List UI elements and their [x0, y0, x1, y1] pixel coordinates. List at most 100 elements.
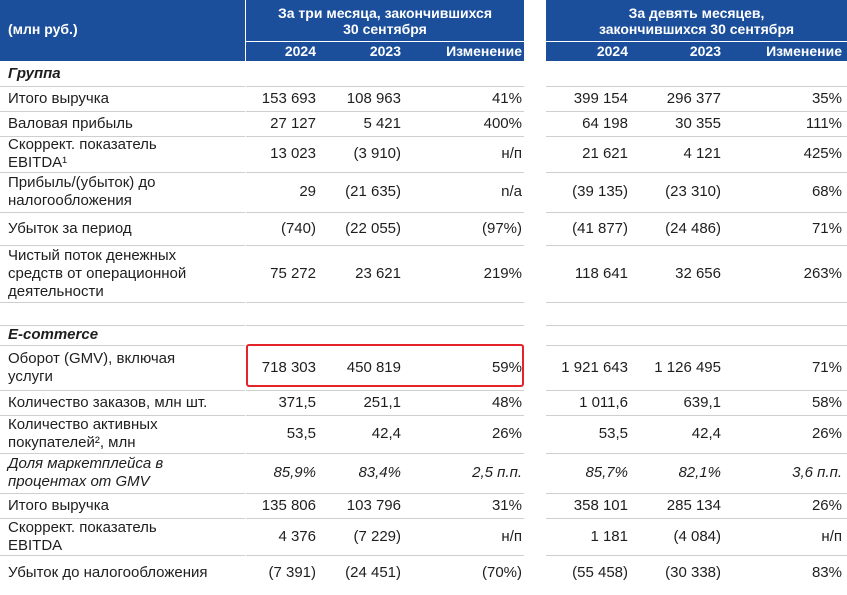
- value-cell: (7 391): [268, 563, 316, 581]
- text-line: Убыток до налогообложения: [8, 563, 208, 581]
- row-separator: [546, 518, 847, 519]
- text-block: Доля маркетплейса в процентах от GMV: [8, 455, 163, 491]
- value-cell: 425%: [803, 145, 842, 162]
- value-cell: 718 303: [261, 358, 316, 376]
- text-line: Доля маркетплейса в: [8, 455, 164, 472]
- value-cell: 85,9%: [273, 464, 316, 481]
- year-row: [546, 42, 847, 61]
- row-separator: [0, 212, 245, 213]
- row-separator: [0, 245, 245, 246]
- value-cell: 21 621: [582, 145, 628, 162]
- value-cell: 1 921 643: [561, 358, 628, 376]
- text-line: Итого выручка: [8, 496, 109, 514]
- value-cell: (97%): [481, 219, 522, 237]
- row-separator: [0, 415, 245, 416]
- row-separator: [246, 518, 524, 519]
- section-title: Группа: [8, 65, 61, 82]
- value-cell: н/п: [501, 527, 522, 545]
- text-line: закончившихся 30 сентября: [599, 21, 794, 37]
- text-block: Убыток до налогообложения: [8, 564, 208, 582]
- text-block: Убыток за период: [8, 220, 132, 238]
- column-header: 2024: [596, 43, 628, 59]
- value-cell: 1 126 495: [654, 358, 721, 376]
- value-cell: 103 796: [346, 496, 401, 514]
- row-separator: [546, 345, 847, 346]
- column-header: 2023: [369, 43, 401, 59]
- text-line: налогообложения: [8, 192, 132, 209]
- text-line: Скоррект. показатель: [8, 518, 157, 536]
- row-separator: [246, 136, 524, 137]
- text-line: Скоррект. показатель: [8, 136, 157, 153]
- value-cell: (23 310): [665, 183, 721, 200]
- row-separator: [246, 212, 524, 213]
- row-separator: [0, 111, 245, 112]
- value-cell: 59%: [491, 358, 522, 376]
- value-cell: 358 101: [573, 496, 628, 514]
- row-label: Итого выручка: [8, 493, 244, 518]
- value-cell: 83,4%: [358, 464, 401, 481]
- value-cell: 371,5: [278, 393, 316, 411]
- value-cell: 118 641: [574, 264, 628, 282]
- unit-header: (млн руб.): [0, 0, 245, 61]
- value-cell: н/п: [501, 145, 522, 162]
- value-cell: (24 451): [345, 563, 401, 581]
- text-block: Количество заказов, млн шт.: [8, 394, 207, 412]
- row-label: Скоррект. показатель EBITDA¹: [8, 136, 244, 172]
- text-line: процентах от GMV: [8, 473, 150, 490]
- text-block: Количество активных покупателей², млн: [8, 416, 158, 452]
- row-separator: [0, 390, 245, 391]
- row-label: Количество заказов, млн шт.: [8, 390, 244, 415]
- text-line: Чистый поток денежных: [8, 246, 177, 264]
- value-cell: 26%: [811, 496, 842, 514]
- value-cell: 42,4: [691, 425, 721, 442]
- row-separator: [0, 345, 245, 346]
- text-line: Количество заказов, млн шт.: [8, 393, 208, 411]
- text-block: Валовая прибыль: [8, 115, 133, 133]
- text-block: За девять месяцев, закончившихся 30 сентя…: [546, 5, 847, 37]
- value-cell: 251,1: [363, 393, 401, 411]
- row-separator: [0, 518, 245, 519]
- highlight-box: [246, 344, 524, 387]
- row-separator: [246, 415, 524, 416]
- value-cell: 26%: [491, 425, 522, 442]
- row-separator: [546, 325, 847, 326]
- row-separator: [0, 86, 245, 87]
- value-cell: 29: [299, 183, 316, 200]
- value-cell: 48%: [491, 393, 522, 411]
- value-cell: 399 154: [573, 89, 628, 107]
- text-block: Оборот (GMV), включая услуги: [8, 350, 175, 386]
- text-line: EBITDA: [8, 536, 63, 554]
- column-header: Изменение: [446, 43, 522, 59]
- row-separator: [246, 111, 524, 112]
- row-separator: [546, 172, 847, 173]
- value-cell: 35%: [811, 89, 842, 107]
- value-cell: 639,1: [683, 393, 721, 411]
- value-cell: (740): [280, 219, 316, 237]
- text-line: EBITDA¹: [8, 154, 68, 171]
- value-cell: (30 338): [665, 563, 721, 581]
- text-line: Убыток за период: [8, 219, 132, 237]
- year-row: [246, 42, 524, 61]
- value-cell: (21 635): [345, 183, 401, 200]
- value-cell: 23 621: [355, 264, 401, 282]
- header-divider: [546, 41, 847, 42]
- column-header: 2024: [284, 43, 316, 59]
- value-cell: 108 963: [346, 89, 401, 107]
- row-separator: [546, 212, 847, 213]
- value-cell: (7 229): [353, 527, 401, 545]
- row-label: Скоррект. показатель EBITDA: [8, 518, 244, 555]
- value-cell: 83%: [811, 563, 842, 581]
- value-cell: 31%: [491, 496, 522, 514]
- row-separator: [0, 453, 245, 454]
- value-cell: 263%: [803, 264, 842, 282]
- row-label: Чистый поток денежных средств от операцио…: [8, 245, 244, 302]
- value-cell: 30 355: [675, 114, 721, 132]
- value-cell: н/п: [821, 527, 842, 545]
- text-line: 30 сентября: [343, 21, 427, 37]
- row-separator: [546, 453, 847, 454]
- value-cell: (55 458): [572, 563, 628, 581]
- text-block: Скоррект. показатель EBITDA¹: [8, 136, 157, 172]
- row-separator: [546, 111, 847, 112]
- row-separator: [546, 302, 847, 303]
- row-separator: [246, 86, 524, 87]
